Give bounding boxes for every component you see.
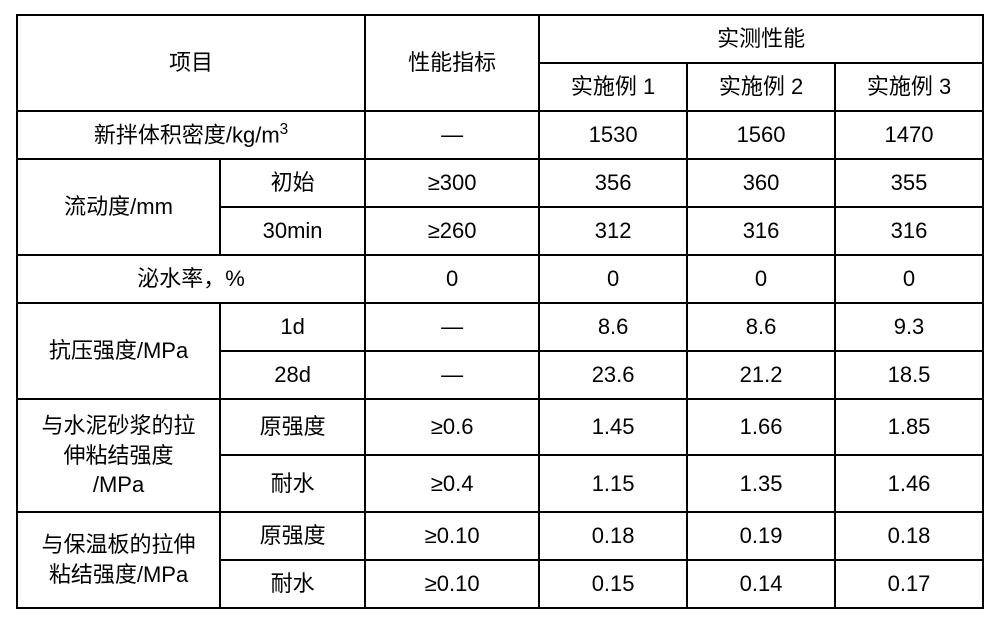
row-label-mortar-bond: 与水泥砂浆的拉伸粘结强度/MPa	[17, 399, 220, 512]
table-row: 抗压强度/MPa 1d — 8.6 8.6 9.3	[17, 303, 983, 351]
value-cell: 1.45	[539, 399, 687, 456]
row-label-compressive: 抗压强度/MPa	[17, 303, 220, 399]
sub-label: 原强度	[220, 512, 365, 560]
value-cell: 1530	[539, 111, 687, 159]
row-label-insulation-bond: 与保温板的拉伸粘结强度/MPa	[17, 512, 220, 608]
spec-cell: ≥0.10	[365, 512, 539, 560]
value-cell: 316	[687, 207, 835, 255]
sub-label: 30min	[220, 207, 365, 255]
table-row: 新拌体积密度/kg/m3 — 1530 1560 1470	[17, 111, 983, 159]
table-row: 与保温板的拉伸粘结强度/MPa 原强度 ≥0.10 0.18 0.19 0.18	[17, 512, 983, 560]
sub-label: 耐水	[220, 560, 365, 608]
spec-cell: —	[365, 351, 539, 399]
table-container: 项目 性能指标 实测性能 实施例 1 实施例 2 实施例 3 新拌体积密度/kg…	[0, 0, 1000, 623]
row-label-flow: 流动度/mm	[17, 159, 220, 255]
performance-table: 项目 性能指标 实测性能 实施例 1 实施例 2 实施例 3 新拌体积密度/kg…	[16, 14, 984, 609]
value-cell: 0.17	[835, 560, 983, 608]
value-cell: 1.46	[835, 455, 983, 512]
spec-cell: ≥0.6	[365, 399, 539, 456]
spec-cell: ≥260	[365, 207, 539, 255]
value-cell: 1.15	[539, 455, 687, 512]
value-cell: 316	[835, 207, 983, 255]
sub-label: 28d	[220, 351, 365, 399]
sub-label: 1d	[220, 303, 365, 351]
value-cell: 0.18	[539, 512, 687, 560]
header-example-2: 实施例 2	[687, 63, 835, 111]
value-cell: 0	[687, 255, 835, 303]
value-cell: 0	[539, 255, 687, 303]
value-cell: 9.3	[835, 303, 983, 351]
value-cell: 356	[539, 159, 687, 207]
value-cell: 312	[539, 207, 687, 255]
value-cell: 1.35	[687, 455, 835, 512]
table-row: 泌水率，% 0 0 0 0	[17, 255, 983, 303]
value-cell: 18.5	[835, 351, 983, 399]
value-cell: 0.18	[835, 512, 983, 560]
value-cell: 1470	[835, 111, 983, 159]
value-cell: 1.66	[687, 399, 835, 456]
table-row: 与水泥砂浆的拉伸粘结强度/MPa 原强度 ≥0.6 1.45 1.66 1.85	[17, 399, 983, 456]
value-cell: 0.15	[539, 560, 687, 608]
row-label-bleed: 泌水率，%	[17, 255, 365, 303]
spec-cell: ≥0.10	[365, 560, 539, 608]
spec-cell: 0	[365, 255, 539, 303]
value-cell: 8.6	[539, 303, 687, 351]
value-cell: 21.2	[687, 351, 835, 399]
sub-label: 初始	[220, 159, 365, 207]
header-example-3: 实施例 3	[835, 63, 983, 111]
value-cell: 8.6	[687, 303, 835, 351]
spec-cell: ≥300	[365, 159, 539, 207]
value-cell: 1560	[687, 111, 835, 159]
spec-cell: —	[365, 111, 539, 159]
header-example-1: 实施例 1	[539, 63, 687, 111]
sub-label: 耐水	[220, 455, 365, 512]
value-cell: 1.85	[835, 399, 983, 456]
header-spec: 性能指标	[365, 15, 539, 111]
value-cell: 355	[835, 159, 983, 207]
value-cell: 0.14	[687, 560, 835, 608]
row-label-density: 新拌体积密度/kg/m3	[17, 111, 365, 159]
value-cell: 23.6	[539, 351, 687, 399]
value-cell: 0	[835, 255, 983, 303]
spec-cell: —	[365, 303, 539, 351]
spec-cell: ≥0.4	[365, 455, 539, 512]
value-cell: 0.19	[687, 512, 835, 560]
header-measured: 实测性能	[539, 15, 983, 63]
sub-label: 原强度	[220, 399, 365, 456]
table-row: 流动度/mm 初始 ≥300 356 360 355	[17, 159, 983, 207]
table-header-row: 项目 性能指标 实测性能	[17, 15, 983, 63]
value-cell: 360	[687, 159, 835, 207]
header-project: 项目	[17, 15, 365, 111]
